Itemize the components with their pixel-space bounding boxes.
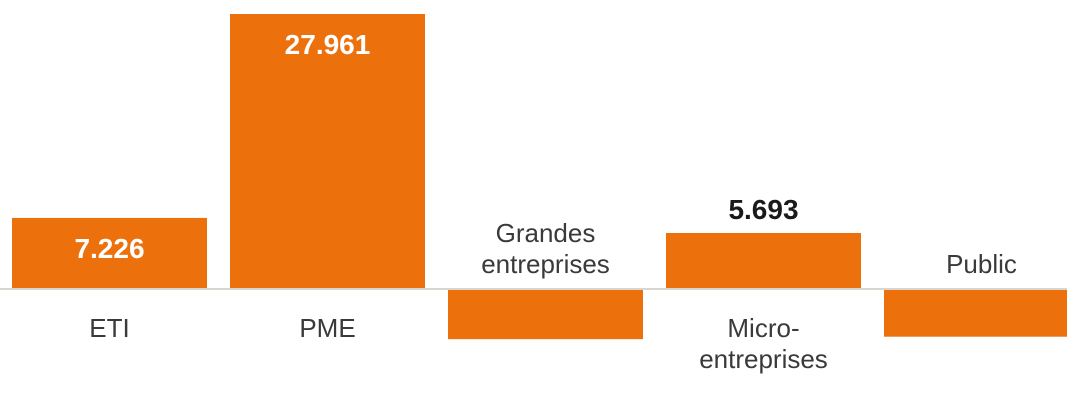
value-label-3: 5.693: [728, 194, 798, 225]
category-label-0: ETI: [89, 313, 129, 343]
bar-0: [12, 217, 207, 289]
bar-3: [666, 233, 861, 289]
category-label-1: PME: [299, 313, 355, 343]
bar-1: [230, 14, 425, 289]
bar-4: [884, 289, 1067, 337]
bars-group: [12, 14, 1067, 340]
bar-2: [448, 289, 643, 340]
category-label-3: Micro-entreprises: [699, 313, 828, 374]
value-label-1: 27.961: [285, 29, 371, 60]
labels-group: 7.226 ETI 27.961 PME Grandes entreprises 5.693…: [74, 29, 1016, 374]
category-label-2: Grandes entreprises: [481, 218, 610, 279]
category-label-4: Public: [946, 249, 1017, 279]
value-label-0: 7.226: [74, 233, 144, 264]
